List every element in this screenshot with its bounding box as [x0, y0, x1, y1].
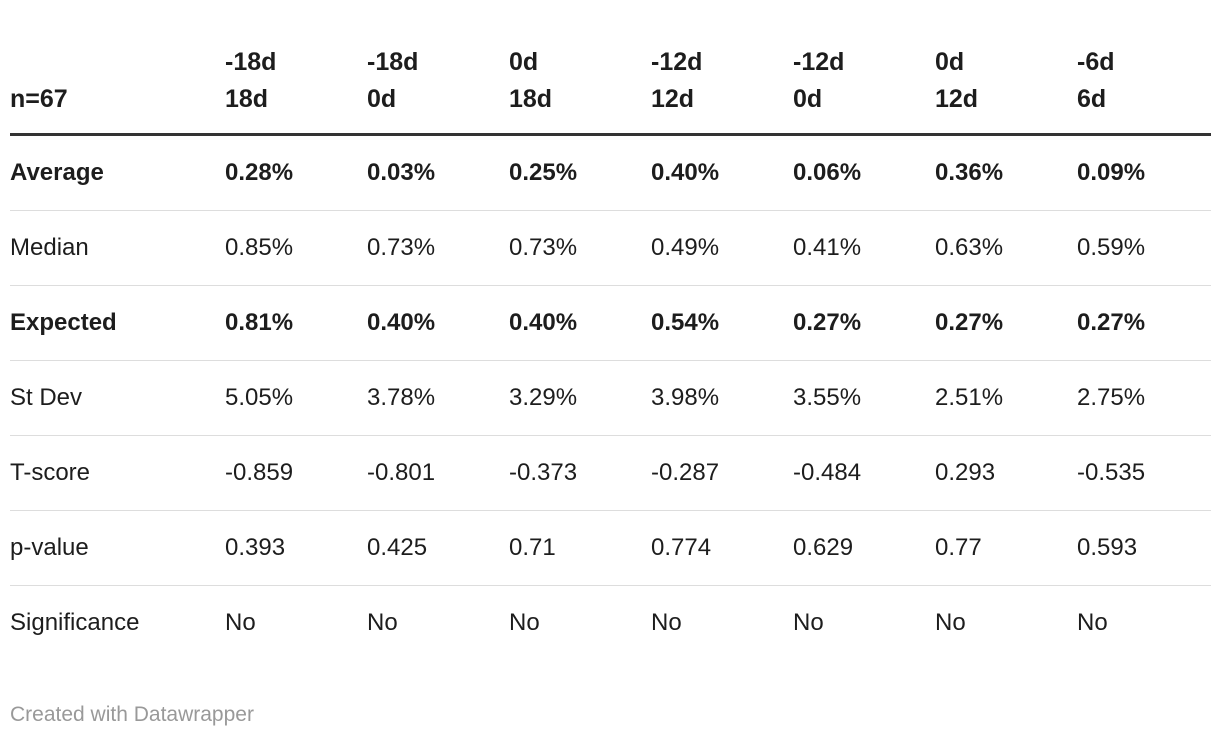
- cell-value: 0.27%: [793, 285, 935, 361]
- cell-value: -0.859: [225, 435, 367, 511]
- cell-value: 0.06%: [793, 159, 862, 186]
- cell-value: -0.801: [367, 435, 509, 511]
- table-row: Median 0.85% 0.73% 0.73% 0.49% 0.41% 0.63% 0.59…: [10, 210, 1211, 286]
- column-header: -12d 12d: [651, 0, 793, 136]
- cell-value: 0.40%: [651, 159, 720, 186]
- cell-value: 3.78%: [367, 360, 509, 436]
- column-header-line1: -12d: [793, 48, 845, 76]
- cell-value: 0.73%: [509, 210, 651, 286]
- row-label: T-score: [10, 435, 225, 511]
- cell-value: No: [367, 585, 509, 660]
- cell-value: -0.535: [1077, 435, 1211, 511]
- cell-value: 0.71: [509, 510, 651, 586]
- cell-value: 0.27%: [935, 285, 1077, 361]
- cell-value: 0.25%: [509, 159, 578, 186]
- cell-value: 0.593: [1077, 510, 1211, 586]
- cell-value: 0.73%: [367, 210, 509, 286]
- table-row: p-value 0.393 0.425 0.71 0.774 0.629 0.77 0.593: [10, 510, 1211, 586]
- cell-value: 0.49%: [651, 210, 793, 286]
- column-header: 0d 12d: [935, 0, 1077, 136]
- cell-value: -0.287: [651, 435, 793, 511]
- column-header-line1: -18d: [225, 48, 277, 76]
- column-header-line2: 0d: [367, 85, 397, 113]
- cell-value: No: [509, 585, 651, 660]
- cell-value: 0.59%: [1077, 210, 1211, 286]
- cell-value: 0.629: [793, 510, 935, 586]
- cell-value: 0.81%: [225, 285, 367, 361]
- cell-value: 3.98%: [651, 360, 793, 436]
- row-label: Expected: [10, 285, 225, 361]
- cell-value: 0.41%: [793, 210, 935, 286]
- column-header-line2: 6d: [1077, 85, 1107, 113]
- column-header-line2: 0d: [793, 85, 823, 113]
- cell-value: No: [793, 585, 935, 660]
- cell-value: 3.55%: [793, 360, 935, 436]
- cell-value: -0.484: [793, 435, 935, 511]
- column-header: -18d 18d: [225, 0, 367, 136]
- column-header: -12d 0d: [793, 0, 935, 136]
- table-row: Expected 0.81% 0.40% 0.40% 0.54% 0.27% 0.27% 0.…: [10, 285, 1211, 361]
- row-label: St Dev: [10, 360, 225, 436]
- cell-value: 0.393: [225, 510, 367, 586]
- table-row: St Dev 5.05% 3.78% 3.29% 3.98% 3.55% 2.51% 2.75…: [10, 360, 1211, 436]
- corner-cell: n=67: [10, 0, 225, 136]
- column-header-line2: 18d: [509, 85, 553, 113]
- column-header-line1: 0d: [509, 48, 539, 76]
- table-row: Significance No No No No No No No: [10, 585, 1211, 660]
- cell-value: No: [225, 585, 367, 660]
- column-header: 0d 18d: [509, 0, 651, 136]
- cell-value: 0.77: [935, 510, 1077, 586]
- cell-value: 0.27%: [1077, 285, 1211, 361]
- column-header-line2: 12d: [651, 85, 695, 113]
- stats-table: n=67 -18d 18d -18d 0d 0d 18d -12d 12d -12d 0d 0d 12…: [10, 0, 1211, 660]
- row-label: p-value: [10, 510, 225, 586]
- column-header-line2: 18d: [225, 85, 269, 113]
- row-label: Median: [10, 210, 225, 286]
- cell-value: No: [1077, 585, 1211, 660]
- cell-value: 0.63%: [935, 210, 1077, 286]
- column-header-line1: -12d: [651, 48, 703, 76]
- cell-value: 0.28%: [225, 159, 294, 186]
- cell-value: No: [651, 585, 793, 660]
- column-header-line2: 12d: [935, 85, 979, 113]
- cell-value: 0.09%: [1077, 159, 1146, 186]
- cell-value: 3.29%: [509, 360, 651, 436]
- cell-value: 2.75%: [1077, 360, 1211, 436]
- cell-value: 0.03%: [367, 159, 436, 186]
- cell-value: 0.774: [651, 510, 793, 586]
- column-header: -6d 6d: [1077, 0, 1211, 136]
- column-header-line1: 0d: [935, 48, 965, 76]
- cell-value: 2.51%: [935, 360, 1077, 436]
- cell-value: No: [935, 585, 1077, 660]
- cell-value: 0.85%: [225, 210, 367, 286]
- cell-value: 0.425: [367, 510, 509, 586]
- cell-value: 5.05%: [225, 360, 367, 436]
- cell-value: 0.293: [935, 435, 1077, 511]
- cell-value: 0.36%: [935, 159, 1004, 186]
- column-header-line1: -18d: [367, 48, 419, 76]
- datawrapper-credit-link[interactable]: Created with Datawrapper: [10, 703, 254, 726]
- header-row: n=67 -18d 18d -18d 0d 0d 18d -12d 12d -12d 0d 0d 12…: [10, 0, 1211, 136]
- column-header: -18d 0d: [367, 0, 509, 136]
- cell-value: -0.373: [509, 435, 651, 511]
- row-label: Average: [10, 159, 104, 186]
- table-row: Average 0.28% 0.03% 0.25% 0.40% 0.06% 0.36% 0.0…: [10, 135, 1211, 211]
- table-row: T-score -0.859 -0.801 -0.373 -0.287 -0.484 0.2…: [10, 435, 1211, 511]
- row-label: Significance: [10, 585, 225, 660]
- cell-value: 0.40%: [367, 285, 509, 361]
- column-header-line1: -6d: [1077, 48, 1115, 76]
- cell-value: 0.40%: [509, 285, 651, 361]
- cell-value: 0.54%: [651, 285, 793, 361]
